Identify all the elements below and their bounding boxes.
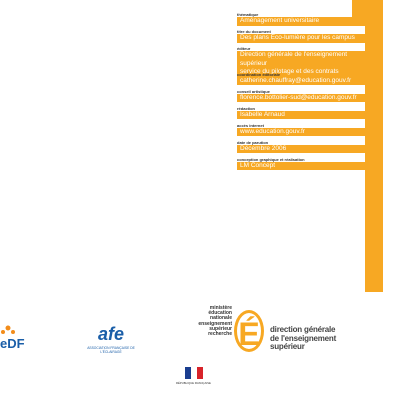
credit-bar: Isabelle Arnaud <box>237 110 365 119</box>
credit-bar: LM Concept <box>237 161 365 170</box>
e-logo: É <box>234 310 264 352</box>
credit-bar: Direction générale de l'enseignement sup… <box>237 51 365 77</box>
credit-bar: www.education.gouv.fr <box>237 127 365 136</box>
dg-line: supérieur <box>270 342 305 351</box>
credit-label: conception graphique et réalisation <box>237 156 305 162</box>
dg-line: de l'enseignement <box>270 333 337 343</box>
credit-bar: florence.bottolier-sud@education.gouv.fr <box>237 93 365 102</box>
dg-text: direction générale de l'enseignement supér… <box>270 325 337 352</box>
credit-value: service du pilotage et des contrats <box>240 68 339 75</box>
flag <box>185 367 203 379</box>
credit-bar: catherine.chauffray@education.gouv.fr <box>237 76 365 85</box>
credit-bar: Décembre 2006 <box>237 144 365 153</box>
ministry-line: recherche <box>208 331 232 338</box>
credit-label: conseil artistique <box>237 88 270 94</box>
credit-value: Direction générale de l'enseignement sup… <box>240 51 348 67</box>
credit-value: Décembre 2006 <box>240 144 287 152</box>
ministry-line: supérieur <box>209 325 232 332</box>
ministry-line: ministère <box>209 305 232 311</box>
credit-label: rédaction <box>237 105 256 111</box>
credit-label: date de parution <box>237 139 269 145</box>
credit-value: Isabelle Arnaud <box>240 110 285 118</box>
edf-icon <box>1 325 15 334</box>
republic-text: RÉPUBLIQUE FRANÇAISE <box>176 381 211 385</box>
credit-value: LM Concept <box>240 161 276 169</box>
ministry-line: nationale <box>210 315 232 322</box>
credit-value: www.education.gouv.fr <box>240 127 305 135</box>
dg-line: direction générale <box>270 325 336 334</box>
credit-label: titre du document <box>237 29 271 34</box>
edf-text: eDF <box>0 336 25 351</box>
credit-bar: Des plans Éco-lumière pour les campus <box>237 34 365 43</box>
ministry-text: ministère éducation nationale enseignement s… <box>172 305 232 338</box>
edf-logo: eDF <box>0 322 30 352</box>
credit-value: Des plans Éco-lumière pour les campus <box>240 34 355 41</box>
afe-mark: afe <box>97 324 124 344</box>
credit-label: thématique <box>237 12 259 17</box>
orange-column <box>365 0 383 292</box>
afe-logo: afe ASSOCIATION FRANÇAISE DE L'ÉCLAIRAGE <box>78 325 144 354</box>
credit-value: florence.bottolier-sud@education.gouv.fr <box>240 93 357 101</box>
credit-label: éditeur <box>237 46 251 51</box>
credit-value: Aménagement universitaire <box>240 17 320 24</box>
ministry-line: enseignement <box>198 320 232 327</box>
ministry-line: éducation <box>208 310 232 317</box>
credit-label: accès internet <box>237 122 264 128</box>
credit-bar: Aménagement universitaire <box>237 17 365 26</box>
credit-label: coordination éditoriale <box>237 71 281 77</box>
orange-block <box>352 0 383 22</box>
afe-name: ASSOCIATION FRANÇAISE DE L'ÉCLAIRAGE <box>87 346 135 354</box>
credit-value: catherine.chauffray@education.gouv.fr <box>240 76 352 84</box>
